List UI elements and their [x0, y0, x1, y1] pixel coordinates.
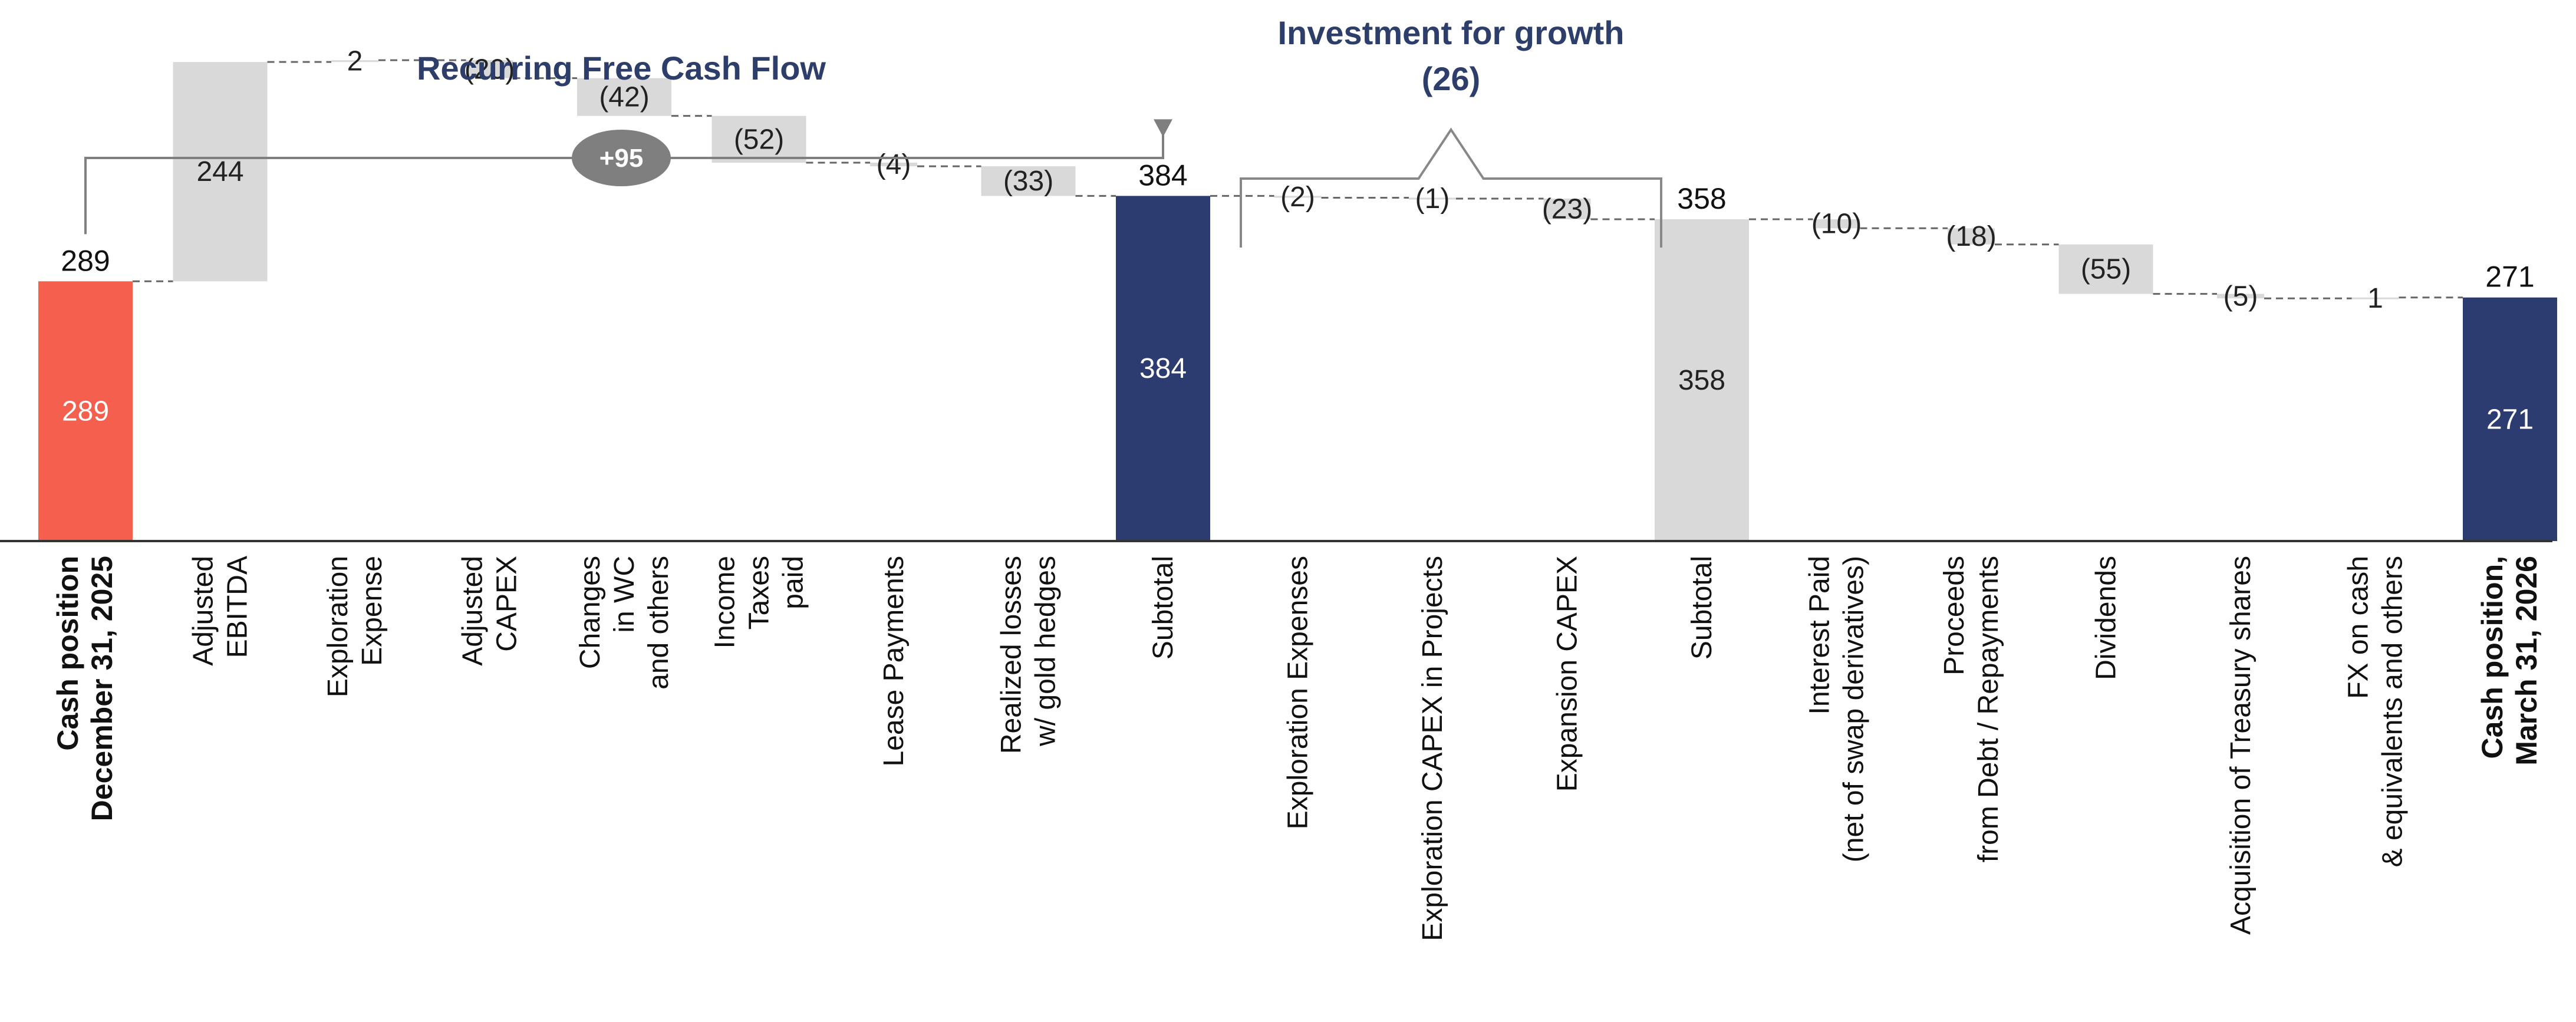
delta-bar — [577, 78, 671, 116]
investment-bracket — [1240, 127, 1662, 248]
category-label: Expense — [357, 556, 388, 666]
category-label: (net of swap derivatives) — [1839, 556, 1870, 862]
bar-top-label: 384 — [1138, 159, 1187, 192]
total-bar — [38, 281, 133, 541]
bar-top-label: 358 — [1677, 182, 1726, 215]
category-label: from Debt / Repayments — [1973, 556, 2004, 862]
category-label: Exploration Expenses — [1283, 556, 1314, 829]
category-label: Changes — [575, 556, 606, 669]
delta-bar — [2217, 294, 2264, 299]
bar-top-label: 271 — [2485, 261, 2534, 294]
category-label: Subtotal — [1148, 556, 1179, 660]
delta-bar — [711, 116, 806, 163]
category-label: EBITDA — [222, 556, 253, 658]
category-label: Adjusted — [457, 556, 489, 666]
category-label: Acquisition of Treasury shares — [2225, 556, 2257, 935]
category-label: Expansion CAPEX — [1552, 556, 1583, 792]
category-label: & equivalents and others — [2377, 556, 2409, 867]
bar-inner-label: 289 — [62, 396, 109, 427]
delta-value-label: 1 — [2367, 283, 2383, 314]
total-bar — [2463, 297, 2557, 541]
category-label: Taxes — [744, 556, 775, 629]
delta-bar — [1543, 198, 1591, 220]
category-label: Adjusted — [188, 556, 219, 666]
delta-value-label: (18) — [1946, 221, 1996, 252]
recurring-badge — [572, 130, 671, 186]
recurring-title: Recurring Free Cash Flow — [417, 50, 826, 87]
category-label: Income — [710, 556, 741, 648]
total-bar — [1116, 196, 1210, 541]
delta-bar — [1813, 219, 1860, 229]
bar-inner-label: 271 — [2486, 404, 2534, 435]
bar-inner-label: 384 — [1139, 353, 1187, 384]
recurring-badge-label: +95 — [599, 144, 644, 173]
delta-bar — [2351, 297, 2399, 299]
category-label: December 31, 2025 — [85, 556, 118, 821]
bar-top-label: 289 — [61, 244, 110, 277]
delta-value-label: (4) — [877, 149, 911, 180]
delta-bar — [1948, 228, 1995, 245]
category-label: Proceeds — [1939, 556, 1970, 675]
recurring-arrowhead — [1154, 119, 1172, 137]
delta-value-label: (5) — [2223, 281, 2258, 312]
bar-inner-label: 358 — [1678, 365, 1725, 396]
delta-bar — [173, 62, 268, 282]
category-label: and others — [643, 556, 674, 690]
delta-value-label: 244 — [196, 156, 243, 187]
category-label: paid — [778, 556, 809, 609]
delta-value-label: (23) — [1542, 194, 1592, 225]
delta-value-label: (52) — [734, 124, 784, 155]
category-label: w/ gold hedges — [1030, 556, 1062, 747]
category-label: Cash position, — [2476, 556, 2509, 759]
delta-value-label: (10) — [1811, 209, 1862, 240]
delta-bar — [331, 60, 378, 62]
delta-bar — [981, 166, 1076, 196]
delta-value-label: (33) — [1003, 166, 1053, 197]
total-bar — [1655, 219, 1749, 541]
delta-bar — [1274, 196, 1322, 198]
delta-value-label: 2 — [347, 46, 363, 77]
category-label: in WC — [609, 556, 640, 633]
delta-bar — [1409, 197, 1456, 200]
investment-title: (26) — [1422, 60, 1481, 97]
category-label: Cash position — [51, 556, 84, 751]
category-label: March 31, 2026 — [2510, 556, 2543, 766]
investment-title: Investment for growth — [1277, 14, 1624, 51]
category-label: FX on cash — [2343, 556, 2374, 699]
category-label: Dividends — [2091, 556, 2122, 680]
delta-value-label: (20) — [465, 54, 515, 85]
category-label: Subtotal — [1686, 556, 1718, 660]
delta-value-label: (2) — [1280, 182, 1315, 213]
category-label: CAPEX — [492, 556, 523, 652]
category-label: Exploration — [322, 556, 354, 697]
category-label: Lease Payments — [878, 556, 910, 767]
delta-bar — [466, 60, 513, 78]
delta-value-label: (1) — [1415, 183, 1450, 215]
delta-bar — [870, 162, 917, 167]
delta-value-label: (42) — [599, 82, 649, 113]
category-label: Realized losses — [996, 556, 1027, 754]
delta-bar — [2058, 244, 2153, 294]
category-label: Exploration CAPEX in Projects — [1417, 556, 1448, 941]
delta-value-label: (55) — [2081, 254, 2131, 285]
category-label: Interest Paid — [1804, 556, 1836, 714]
